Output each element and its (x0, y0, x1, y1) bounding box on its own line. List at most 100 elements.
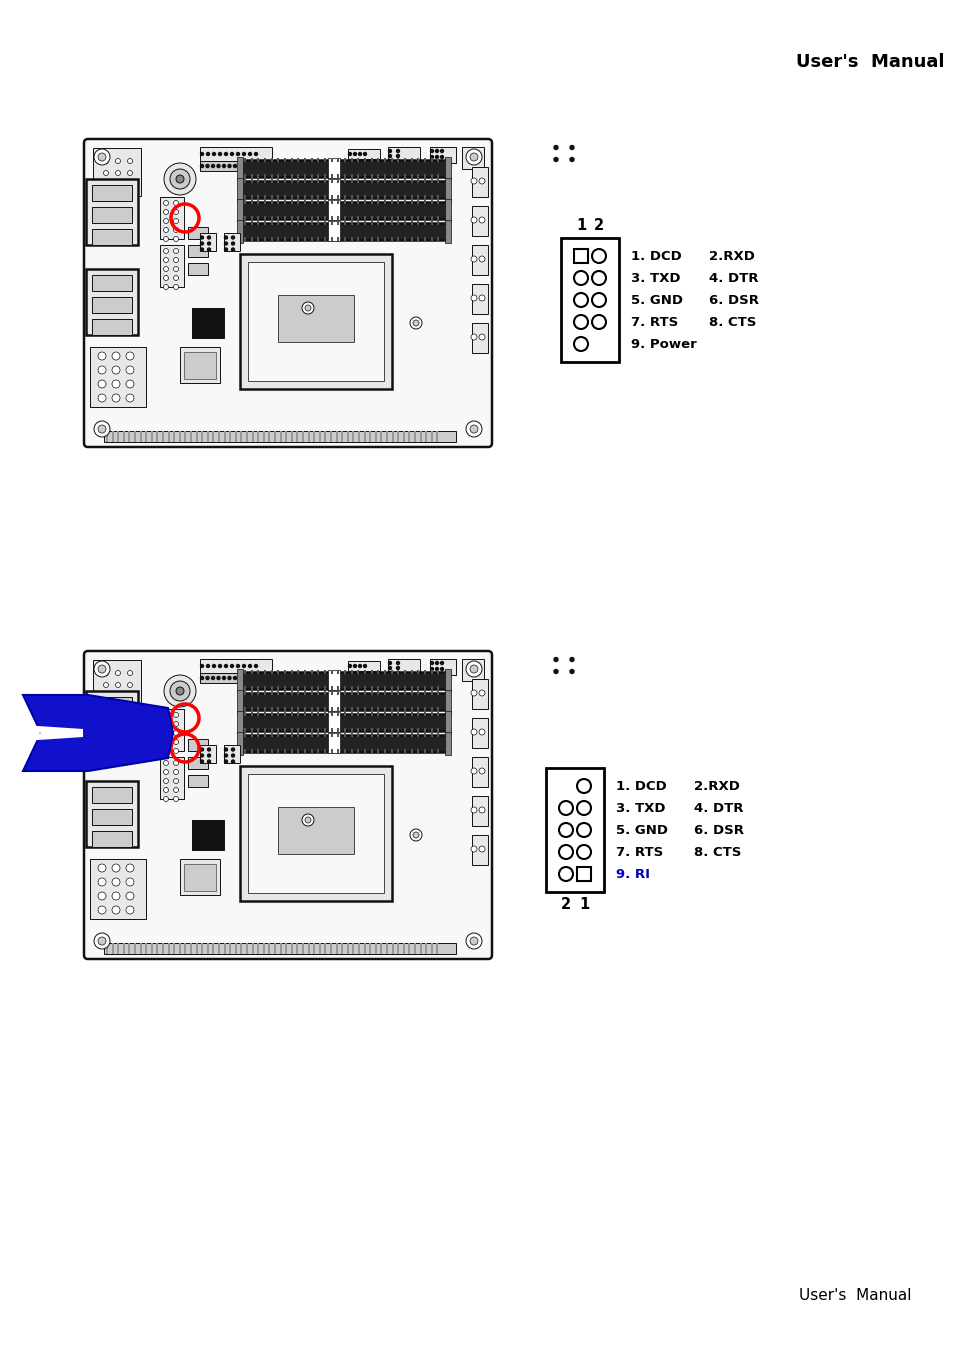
Circle shape (266, 676, 269, 679)
Bar (291, 691, 293, 695)
Bar (337, 236, 339, 240)
Bar (331, 180, 333, 184)
Bar (251, 221, 253, 225)
Circle shape (173, 730, 178, 736)
Circle shape (224, 153, 227, 155)
Bar (257, 194, 259, 198)
Bar (264, 706, 266, 710)
Circle shape (478, 178, 484, 184)
Circle shape (103, 694, 109, 699)
Bar (236, 670, 243, 691)
Circle shape (277, 676, 280, 679)
Circle shape (200, 248, 203, 251)
Circle shape (478, 807, 484, 813)
Circle shape (126, 892, 133, 900)
Bar (410, 728, 413, 732)
Circle shape (471, 846, 476, 852)
Circle shape (554, 670, 558, 674)
Circle shape (173, 796, 178, 802)
Bar (337, 706, 339, 710)
Circle shape (558, 824, 573, 837)
Bar (337, 711, 339, 716)
Circle shape (224, 248, 227, 251)
Bar (384, 733, 386, 737)
Bar (291, 748, 293, 752)
Circle shape (173, 787, 178, 792)
Bar (112, 431, 113, 441)
Bar (271, 200, 273, 204)
Circle shape (115, 694, 120, 699)
Bar (408, 431, 410, 441)
Text: 5. GND: 5. GND (616, 824, 667, 837)
Bar (364, 236, 366, 240)
Bar (257, 728, 259, 732)
Bar (264, 686, 266, 690)
Bar (86, 782, 138, 846)
Bar (304, 711, 306, 716)
Circle shape (98, 366, 106, 374)
Circle shape (471, 178, 476, 184)
Circle shape (98, 878, 106, 886)
Bar (271, 691, 273, 695)
Bar (337, 686, 339, 690)
Bar (106, 431, 108, 441)
Bar (430, 711, 433, 716)
Bar (271, 216, 273, 220)
Text: 7. RTS: 7. RTS (630, 316, 678, 328)
Bar (297, 180, 299, 184)
Bar (419, 431, 421, 441)
Bar (396, 733, 399, 737)
Bar (317, 236, 319, 240)
Bar (396, 711, 399, 716)
Bar (302, 431, 304, 441)
Circle shape (94, 662, 110, 676)
Bar (271, 748, 273, 752)
Bar (91, 319, 132, 335)
Bar (284, 236, 286, 240)
Circle shape (208, 755, 211, 757)
Bar (251, 711, 253, 716)
Bar (277, 670, 279, 674)
Bar (311, 748, 313, 752)
Bar (311, 686, 313, 690)
Bar (317, 158, 319, 162)
Bar (304, 728, 306, 732)
Circle shape (200, 676, 203, 679)
Circle shape (163, 721, 169, 726)
Bar (384, 194, 386, 198)
Circle shape (224, 236, 227, 239)
Bar (180, 347, 220, 383)
Bar (444, 711, 451, 733)
Bar (436, 216, 439, 220)
Circle shape (173, 228, 178, 232)
Circle shape (200, 760, 203, 763)
Bar (173, 944, 175, 953)
Circle shape (465, 421, 481, 437)
Circle shape (112, 906, 120, 914)
Bar (347, 944, 349, 953)
Circle shape (470, 425, 477, 433)
Bar (271, 180, 273, 184)
Bar (337, 216, 339, 220)
Bar (344, 158, 346, 162)
Circle shape (232, 248, 234, 251)
Bar (240, 714, 448, 730)
Circle shape (163, 258, 169, 262)
Bar (344, 200, 346, 204)
Bar (337, 670, 339, 674)
Bar (271, 728, 273, 732)
Bar (402, 944, 404, 953)
Bar (311, 706, 313, 710)
Bar (307, 431, 310, 441)
Bar (377, 200, 379, 204)
Bar (396, 691, 399, 695)
Circle shape (173, 248, 178, 254)
Bar (317, 686, 319, 690)
Bar (416, 174, 419, 177)
Bar (117, 944, 119, 953)
Circle shape (200, 236, 203, 239)
Bar (302, 944, 304, 953)
Bar (311, 711, 313, 716)
Circle shape (126, 379, 133, 387)
Circle shape (388, 671, 391, 675)
